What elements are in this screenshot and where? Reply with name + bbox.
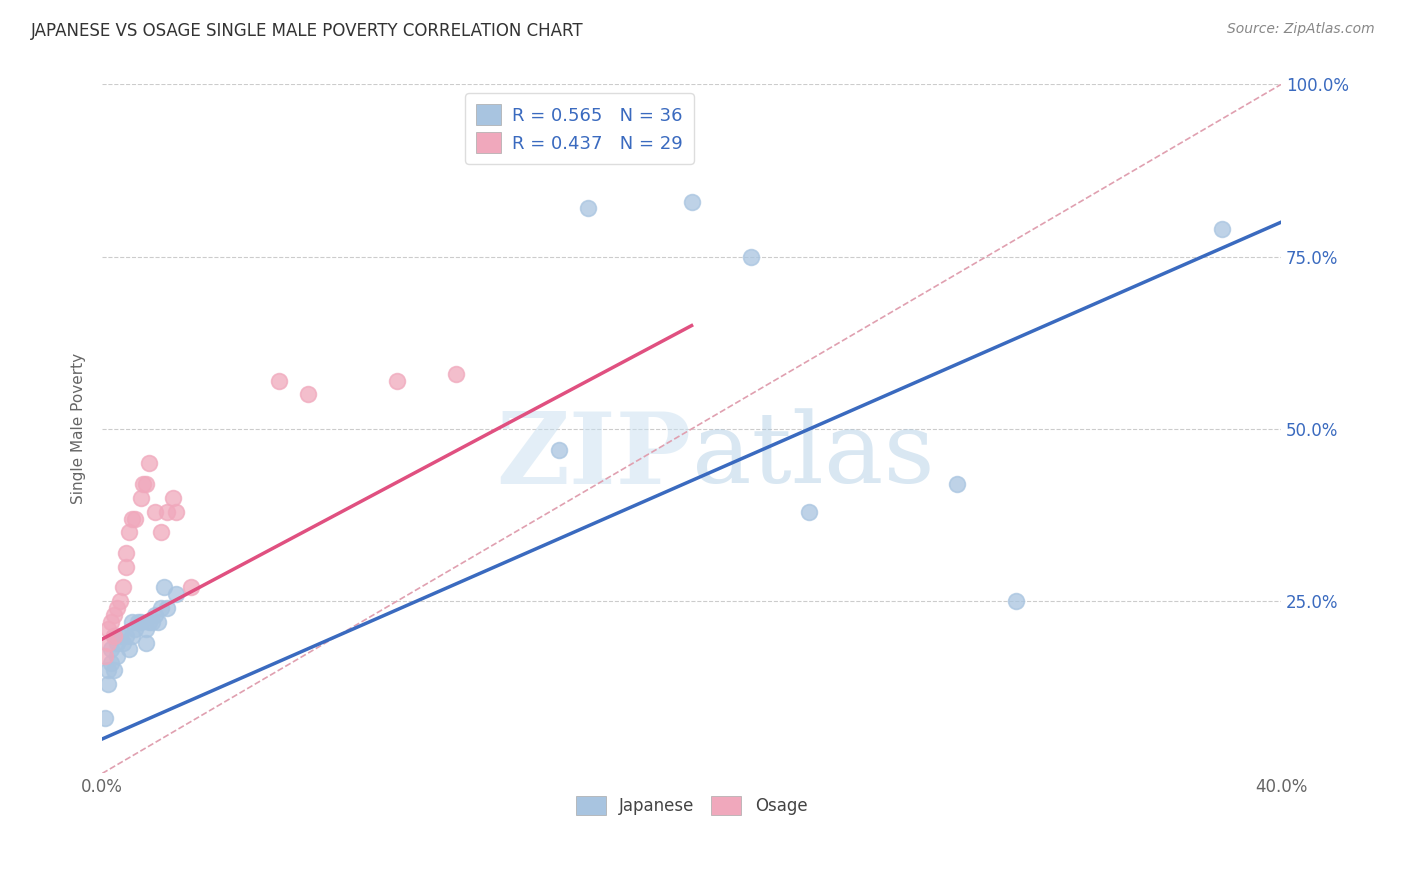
Point (114, 629, 136, 643)
Point (153, 581, 176, 595)
Text: atlas: atlas (692, 409, 935, 504)
Point (94, 649, 117, 664)
Point (121, 615, 143, 629)
Point (1211, 222, 1233, 236)
Point (143, 607, 166, 622)
Point (578, 202, 600, 216)
Point (108, 594, 131, 608)
Point (118, 525, 141, 540)
Text: Source: ZipAtlas.com: Source: ZipAtlas.com (1227, 22, 1375, 37)
Point (180, 581, 202, 595)
Point (111, 581, 134, 595)
Point (121, 511, 143, 525)
Legend: Japanese, Osage: Japanese, Osage (568, 788, 815, 823)
Point (681, 194, 703, 209)
Point (489, 112, 512, 126)
Point (148, 615, 170, 629)
Point (111, 635, 134, 649)
Point (105, 601, 128, 615)
Point (103, 629, 125, 643)
Point (946, 477, 969, 491)
Point (97, 663, 120, 677)
Point (162, 491, 184, 505)
Point (114, 546, 136, 560)
Point (100, 656, 122, 670)
Point (121, 629, 143, 643)
Point (103, 607, 125, 622)
Point (100, 642, 122, 657)
Point (94, 711, 117, 725)
Point (114, 559, 136, 574)
Point (105, 635, 128, 649)
Point (118, 642, 141, 657)
Point (165, 587, 187, 601)
Point (297, 387, 319, 401)
Text: ZIP: ZIP (496, 408, 692, 505)
Point (135, 477, 157, 491)
Point (799, 505, 821, 519)
Point (103, 663, 125, 677)
Point (97, 635, 120, 649)
Point (108, 629, 131, 643)
Point (143, 505, 166, 519)
Point (105, 649, 128, 664)
Point (124, 511, 146, 525)
Point (385, 374, 408, 388)
Point (124, 622, 146, 636)
Point (150, 601, 173, 615)
Point (135, 622, 157, 636)
Point (548, 442, 571, 457)
Point (444, 367, 467, 381)
Point (156, 505, 179, 519)
Point (97, 677, 120, 691)
Point (138, 615, 160, 629)
Point (100, 615, 122, 629)
Point (138, 456, 160, 470)
Point (129, 491, 152, 505)
Point (129, 615, 152, 629)
Point (103, 629, 125, 643)
Point (165, 505, 187, 519)
Point (740, 250, 762, 264)
Point (97, 622, 120, 636)
Point (267, 374, 290, 388)
Point (1004, 594, 1026, 608)
Point (141, 615, 163, 629)
Point (132, 477, 155, 491)
Point (150, 525, 173, 540)
Point (127, 615, 149, 629)
Point (135, 635, 157, 649)
Point (156, 601, 179, 615)
Text: JAPANESE VS OSAGE SINGLE MALE POVERTY CORRELATION CHART: JAPANESE VS OSAGE SINGLE MALE POVERTY CO… (31, 22, 583, 40)
Y-axis label: Single Male Poverty: Single Male Poverty (72, 353, 86, 505)
